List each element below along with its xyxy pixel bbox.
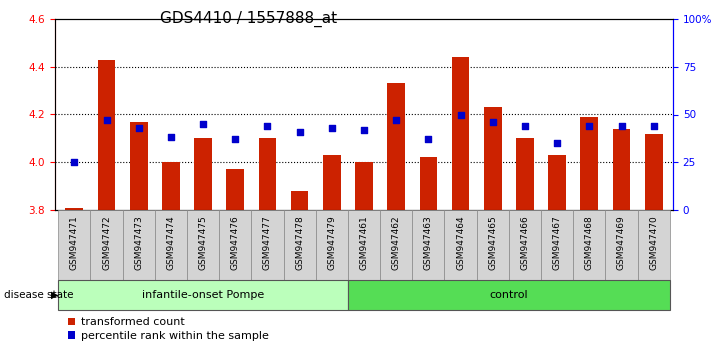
Text: GSM947475: GSM947475 xyxy=(198,216,208,270)
Bar xyxy=(451,57,469,210)
Bar xyxy=(122,210,155,280)
Text: GSM947470: GSM947470 xyxy=(649,216,658,270)
Point xyxy=(519,123,530,129)
Text: GSM947464: GSM947464 xyxy=(456,216,465,270)
Bar xyxy=(58,210,90,280)
Bar xyxy=(541,210,573,280)
Bar xyxy=(380,210,412,280)
Text: GSM947479: GSM947479 xyxy=(327,216,336,270)
Point xyxy=(358,127,370,133)
Bar xyxy=(291,191,309,210)
Text: disease state: disease state xyxy=(4,290,73,300)
Bar xyxy=(348,210,380,280)
Bar xyxy=(348,280,670,310)
Point xyxy=(101,118,112,123)
Point xyxy=(422,137,434,142)
Text: GDS4410 / 1557888_at: GDS4410 / 1557888_at xyxy=(160,11,338,27)
Bar xyxy=(387,84,405,210)
Bar xyxy=(548,155,566,210)
Bar xyxy=(259,138,277,210)
Bar xyxy=(90,210,122,280)
Point xyxy=(165,135,176,140)
Bar xyxy=(476,210,509,280)
Text: GSM947465: GSM947465 xyxy=(488,216,497,270)
Bar xyxy=(444,210,476,280)
Bar xyxy=(484,107,501,210)
Bar xyxy=(252,210,284,280)
Text: GSM947472: GSM947472 xyxy=(102,216,111,270)
Bar xyxy=(284,210,316,280)
Point xyxy=(326,125,338,131)
Point xyxy=(198,121,209,127)
Text: GSM947461: GSM947461 xyxy=(360,216,368,270)
Bar xyxy=(58,280,348,310)
Bar xyxy=(162,162,180,210)
Legend: transformed count, percentile rank within the sample: transformed count, percentile rank withi… xyxy=(68,317,269,341)
Point xyxy=(390,118,402,123)
Text: GSM947471: GSM947471 xyxy=(70,216,79,270)
Bar xyxy=(419,158,437,210)
Bar xyxy=(194,138,212,210)
Bar xyxy=(613,129,631,210)
Text: GSM947468: GSM947468 xyxy=(585,216,594,270)
Text: GSM947474: GSM947474 xyxy=(166,216,176,270)
Bar xyxy=(97,59,115,210)
Text: GSM947463: GSM947463 xyxy=(424,216,433,270)
Text: GSM947462: GSM947462 xyxy=(392,216,401,270)
Point xyxy=(262,123,273,129)
Point xyxy=(616,123,627,129)
Point xyxy=(133,125,144,131)
Text: GSM947466: GSM947466 xyxy=(520,216,530,270)
Bar xyxy=(219,210,252,280)
Bar xyxy=(605,210,638,280)
Bar xyxy=(412,210,444,280)
Point xyxy=(584,123,595,129)
Text: GSM947478: GSM947478 xyxy=(295,216,304,270)
Point xyxy=(487,119,498,125)
Bar xyxy=(509,210,541,280)
Bar xyxy=(226,170,244,210)
Text: GSM947473: GSM947473 xyxy=(134,216,143,270)
Bar xyxy=(316,210,348,280)
Text: GSM947467: GSM947467 xyxy=(552,216,562,270)
Bar xyxy=(638,210,670,280)
Point xyxy=(230,137,241,142)
Point xyxy=(552,140,563,146)
Bar xyxy=(155,210,187,280)
Bar xyxy=(516,138,534,210)
Bar xyxy=(573,210,605,280)
Point xyxy=(455,112,466,117)
Point xyxy=(648,123,659,129)
Text: GSM947477: GSM947477 xyxy=(263,216,272,270)
Bar xyxy=(645,133,663,210)
Bar xyxy=(130,122,148,210)
Point xyxy=(69,159,80,165)
Text: infantile-onset Pompe: infantile-onset Pompe xyxy=(142,290,264,300)
Bar xyxy=(187,210,219,280)
Text: GSM947469: GSM947469 xyxy=(617,216,626,270)
Text: ▶: ▶ xyxy=(51,290,59,300)
Text: control: control xyxy=(490,290,528,300)
Bar xyxy=(323,155,341,210)
Bar xyxy=(65,207,83,210)
Point xyxy=(294,129,305,135)
Text: GSM947476: GSM947476 xyxy=(231,216,240,270)
Bar xyxy=(580,117,598,210)
Bar xyxy=(356,162,373,210)
